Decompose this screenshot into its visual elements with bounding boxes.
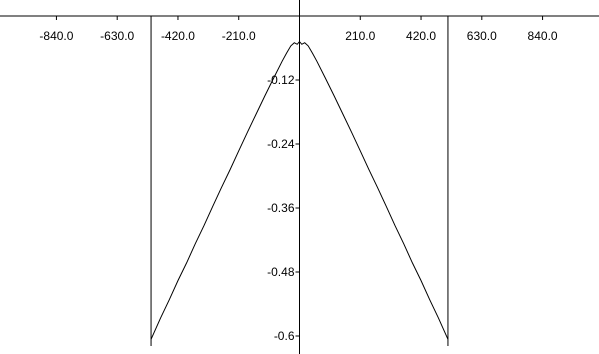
x-tick-label-4: 210.0 <box>345 29 375 43</box>
y-axis-ticks: -0.12 -0.24 -0.36 -0.48 -0.6 <box>267 73 300 343</box>
x-tick-label-7: 840.0 <box>528 29 558 43</box>
chart-vertical-lines <box>150 16 449 346</box>
x-tick-label-6: 630.0 <box>467 29 497 43</box>
x-tick-label-0: -840.0 <box>39 29 73 43</box>
chart-series <box>150 40 449 340</box>
y-tick-label-4: -0.6 <box>274 329 295 343</box>
x-tick-label-3: -210.0 <box>222 29 256 43</box>
y-tick-label-3: -0.48 <box>267 265 295 279</box>
series-line-0 <box>150 40 449 340</box>
x-tick-label-5: 420.0 <box>406 29 436 43</box>
y-tick-label-0: -0.12 <box>267 73 295 87</box>
x-tick-label-2: -420.0 <box>161 29 195 43</box>
x-axis-ticks: -840.0 -630.0 -420.0 -210.0 210.0 420.0 630.0 8… <box>39 16 558 43</box>
y-tick-label-2: -0.36 <box>267 201 295 215</box>
y-tick-label-1: -0.24 <box>267 137 295 151</box>
x-tick-label-1: -630.0 <box>100 29 134 43</box>
